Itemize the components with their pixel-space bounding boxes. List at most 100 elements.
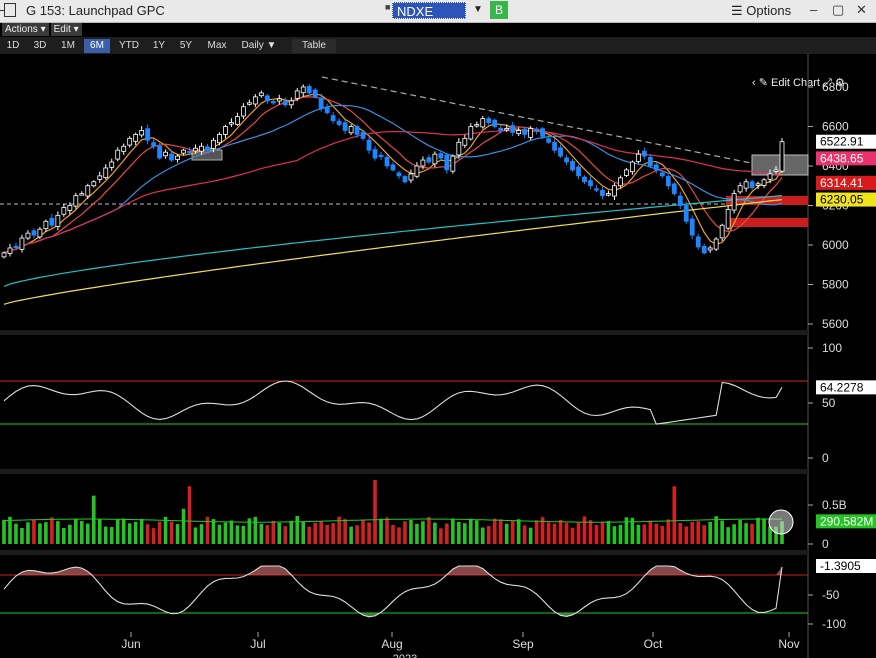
candle-body <box>109 161 115 168</box>
volume-bar <box>504 523 509 544</box>
volume-bar <box>313 522 317 544</box>
candle-body <box>606 193 611 196</box>
candle-body <box>492 119 498 127</box>
candle-body <box>516 130 522 135</box>
candle-body <box>701 245 707 254</box>
volume-bar <box>127 523 132 544</box>
volume-bar <box>115 519 120 544</box>
volume-bar <box>522 525 527 544</box>
candle-body <box>480 118 486 128</box>
volume-bar <box>492 518 497 544</box>
candle-body <box>653 164 659 171</box>
candle-body <box>288 100 294 106</box>
volume-bar <box>181 508 186 544</box>
ma-200-line <box>3 199 783 305</box>
volume-bar <box>750 523 754 544</box>
volume-bar <box>211 519 216 544</box>
period-select[interactable]: Daily ▼ <box>241 40 277 51</box>
security-marker-icon: ■ <box>385 2 391 12</box>
volume-bar <box>732 524 736 544</box>
window-title-text: G 153: Launchpad GPC <box>26 3 165 18</box>
candle-body <box>312 89 318 98</box>
candle-body <box>223 126 228 135</box>
volume-bar <box>762 518 766 544</box>
volume-bar <box>68 524 72 544</box>
osc-overbought-fill <box>4 566 782 575</box>
candle-body <box>719 224 725 239</box>
volume-bar <box>271 520 276 544</box>
candle-body <box>13 245 19 249</box>
volume-bar <box>421 521 425 544</box>
candle-body <box>240 106 246 117</box>
range-1y[interactable]: 1Y <box>152 40 166 51</box>
candle-body <box>252 96 258 105</box>
volume-bar <box>552 523 557 544</box>
volume-bar <box>720 520 724 544</box>
security-dropdown-icon[interactable]: ▼ <box>473 4 483 15</box>
price-tag-box <box>816 192 876 207</box>
volume-bar <box>50 517 54 544</box>
price-chart[interactable]: 6800660064006200600058005600 6522.916438… <box>0 54 876 658</box>
range-max[interactable]: Max <box>207 40 227 51</box>
volume-bar <box>349 526 353 544</box>
maximize-icon[interactable]: ▢ <box>832 2 845 17</box>
candle-body <box>79 193 85 196</box>
volume-value-box <box>816 514 876 529</box>
options-label: Options <box>746 3 792 18</box>
range-1m[interactable]: 1M <box>61 40 75 51</box>
candle-body <box>306 86 312 94</box>
volume-bar <box>528 527 533 544</box>
volume-bar <box>714 516 718 544</box>
candle-body <box>175 155 180 160</box>
candle-body <box>731 193 737 211</box>
candle-body <box>258 92 264 97</box>
volume-average-line <box>3 518 782 523</box>
volume-bar <box>558 519 563 544</box>
volume-bar <box>62 528 66 544</box>
volume-bar <box>217 524 222 544</box>
edit-menu[interactable]: Edit ▾ <box>50 23 82 36</box>
actions-menu[interactable]: Actions ▾ <box>2 23 49 36</box>
date-axis: Jun Jul Aug Sep Oct Nov 2023 <box>121 632 800 658</box>
volume-bar <box>630 517 635 544</box>
volume-bar <box>8 516 12 544</box>
security-input[interactable]: NDXE Index <box>392 2 466 36</box>
range-6m[interactable]: 6M <box>84 39 110 53</box>
menu-bar: Actions ▾ Edit ▾ <box>0 23 876 36</box>
candle-body <box>695 236 701 248</box>
supply-zone <box>726 196 808 205</box>
candle-body <box>456 141 462 156</box>
candle-body <box>378 154 384 158</box>
range-1d[interactable]: 1D <box>6 40 20 51</box>
b-button[interactable]: B <box>490 1 508 19</box>
close-icon[interactable]: ✕ <box>856 2 867 17</box>
volume-bar <box>85 523 90 544</box>
candle-body <box>450 155 456 172</box>
candle-body <box>193 147 198 152</box>
candle-body <box>504 128 510 131</box>
range-3d[interactable]: 3D <box>33 40 47 51</box>
candle-body <box>360 131 366 139</box>
range-5y[interactable]: 5Y <box>179 40 193 51</box>
volume-bar <box>373 480 377 544</box>
candle-body <box>133 134 139 142</box>
volume-bar <box>56 521 60 544</box>
candle-body <box>127 137 133 146</box>
candle-body <box>582 176 587 183</box>
candle-body <box>420 159 426 167</box>
volume-bar <box>91 495 96 544</box>
candle-body <box>689 218 695 236</box>
minimize-icon[interactable]: – <box>810 2 818 17</box>
range-ytd[interactable]: YTD <box>119 40 139 51</box>
volume-bar <box>205 516 210 544</box>
candle-body <box>546 138 551 143</box>
candle-body <box>647 156 653 167</box>
options-menu[interactable]: ☰ Options <box>731 3 791 19</box>
candle-body <box>564 157 569 163</box>
volume-bar <box>660 525 665 544</box>
volume-bar <box>690 521 695 544</box>
volume-bar <box>678 522 683 544</box>
candle-body <box>713 238 719 250</box>
candle-body <box>444 154 450 171</box>
table-button[interactable]: Table <box>292 39 336 53</box>
